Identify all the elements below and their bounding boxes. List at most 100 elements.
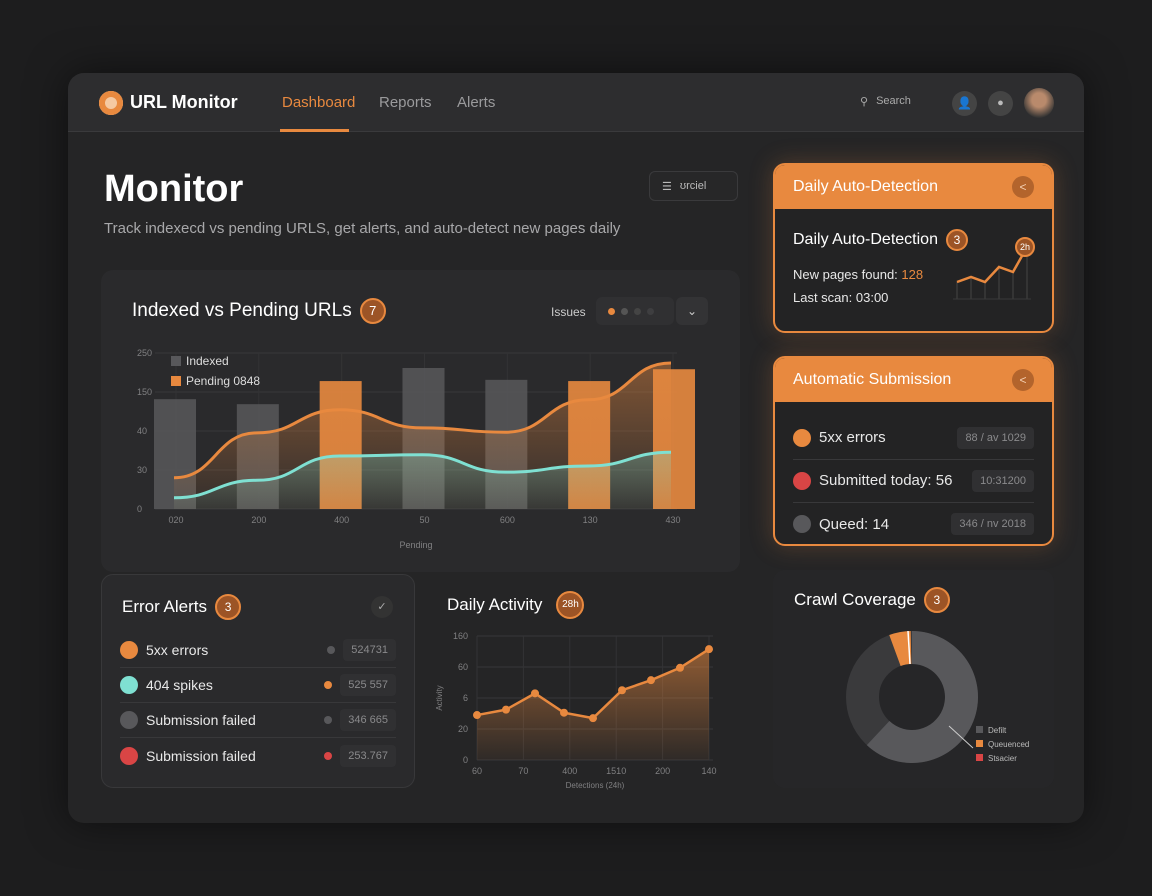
card-header: Automatic Submission < [775,358,1052,402]
pointer-arrow [948,725,974,749]
daily-activity-chart: 0 20 6 60 160 60 70 400 1510 200 140 Detections (24… [435,631,717,790]
check-icon[interactable]: ✓ [371,596,393,618]
row-value: 524731 [343,639,396,661]
legend-swatch [976,740,983,747]
page-dot[interactable] [608,307,615,315]
card-header-title: Automatic Submission [793,371,952,388]
x-tick-label: 70 [518,766,528,776]
detection-sparkline [953,246,1031,300]
issues-pager[interactable] [596,297,674,325]
app-title: URL Monitor [130,92,238,112]
row-value: 346 / nv 2018 [951,513,1034,535]
auto-detection-card: Daily Auto-Detection < Daily Auto-Detecti… [773,163,1054,333]
status-dot [793,428,811,447]
submission-row[interactable]: Queed: 14 346 / nv 2018 [793,502,1034,544]
y-tick-label: 160 [453,631,468,641]
error-alerts-title: Error Alerts [122,597,208,616]
chat-icon[interactable]: ● [988,91,1013,116]
error-row[interactable]: 404 spikes 525 557 [120,668,396,703]
coverage-title: Crawl Coverage [794,590,916,609]
data-point [618,686,626,695]
slice-divider [907,630,911,665]
detect-badge: 3 [945,229,968,251]
x-tick-label: 60 [472,766,482,776]
legend-label: Indexed [186,354,229,368]
legend-swatch [976,726,983,733]
row-value: 525 557 [340,674,396,696]
chart-title: Indexed vs Pending URLs [132,300,352,321]
x-tick-label: 200 [655,766,670,776]
status-dot [120,711,138,729]
submission-row[interactable]: 5xx errors 88 / av 1029 [793,416,1034,460]
x-axis-label: Detections (24h) [566,781,625,790]
row-label: 404 spikes [146,677,213,693]
data-point [502,705,510,714]
data-point [473,711,481,720]
share-icon[interactable]: < [1012,369,1034,391]
row-label: Submission failed [146,712,256,728]
menu-icon: ☰ [662,181,672,193]
data-point [647,676,655,685]
nav-dashboard[interactable]: Dashboard [282,94,356,111]
page-dot[interactable] [621,307,628,315]
detect-title: Daily Auto-Detection [793,231,938,248]
new-pages-value: 128 [901,267,924,282]
error-row[interactable]: Submission failed 253.767 [120,738,396,773]
error-row[interactable]: Submission failed 346 665 [120,703,396,738]
legend-label: Defilt [988,726,1007,735]
issues-label: Issues [551,305,586,319]
slice-Defilt [866,631,978,763]
spark-line [956,246,1029,284]
status-dot [120,676,138,694]
user-icon[interactable]: 👤 [952,91,977,116]
share-icon[interactable]: < [1012,176,1034,198]
row-label: 5xx errors [819,429,886,446]
y-tick-label: 150 [137,387,152,397]
page-dot[interactable] [647,307,654,315]
new-pages-label: New pages found: [793,267,898,282]
y-tick-label: 250 [137,348,152,358]
chevron-down-icon[interactable]: ⌄ [676,297,708,325]
legend-swatch-pending [171,376,181,386]
x-tick-label: 1510 [606,766,626,776]
error-title-row: Error Alerts 3 [122,594,242,620]
search-icon: ⚲ [860,96,869,108]
active-tab-indicator [280,129,349,132]
spark-badge: 2h [1015,237,1035,257]
x-tick-label: 400 [562,766,577,776]
filter-button[interactable]: ☰ ʊrciel [649,171,738,201]
indexed-pending-chart: 0 30 40 150 250 020 200 400 50 600 130 430 Pending In… [137,348,695,550]
legend-label: Stsacier [988,754,1017,763]
x-tick-label: 600 [500,515,515,525]
auto-submission-card: Automatic Submission < 5xx errors 88 / av … [773,356,1054,546]
data-point [531,689,539,698]
row-value: 346 665 [340,709,396,731]
data-point [560,708,568,717]
legend-swatch-indexed [171,356,181,366]
nav-alerts[interactable]: Alerts [457,94,496,111]
row-value: 88 / av 1029 [957,426,1034,449]
legend-label: Queuenced [988,740,1029,749]
coverage-donut-chart: Defilt Queuenced Stsacier [846,630,1029,763]
coverage-title-row: Crawl Coverage 3 [794,587,950,613]
page-dot[interactable] [634,307,641,315]
new-pages: New pages found: 128 [793,267,923,282]
row-label: Queed: 14 [819,515,890,533]
coverage-badge: 3 [923,587,950,613]
y-tick-label: 60 [458,662,468,672]
avatar[interactable] [1024,88,1054,118]
chart-title-row: Indexed vs Pending URLs 7 [132,298,386,324]
search-button[interactable]: ⚲ Search [860,95,911,108]
submission-row[interactable]: Submitted today: 56 10:31200 [793,459,1034,503]
error-row[interactable]: 5xx errors 524731 [120,633,396,668]
slice-Queuenced [889,631,912,667]
indicator-dot [324,681,333,689]
x-tick-label: 140 [701,766,716,776]
activity-title-row: Daily Activity 28h [447,591,585,619]
series-line [173,450,672,500]
activity-area [477,649,709,760]
x-tick-label: 430 [665,515,680,525]
x-axis-label: Pending [399,540,432,550]
activity-badge: 28h [556,591,585,619]
nav-reports[interactable]: Reports [379,94,432,111]
